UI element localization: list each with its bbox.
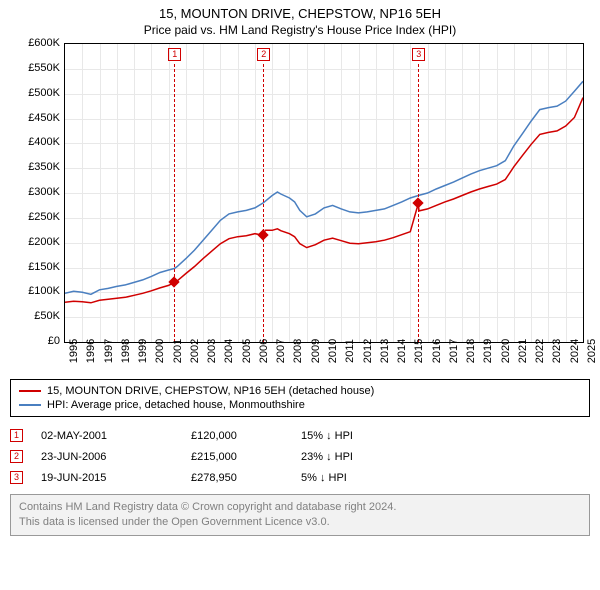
transactions-table: 1 02-MAY-2001£120,00015% ↓ HPI 2 23-JUN-200… — [10, 425, 590, 488]
legend-item: 15, MOUNTON DRIVE, CHEPSTOW, NP16 5EH (d… — [19, 384, 581, 398]
xtick-label: 1999 — [137, 339, 149, 363]
legend: 15, MOUNTON DRIVE, CHEPSTOW, NP16 5EH (d… — [10, 379, 590, 417]
xtick-label: 2012 — [362, 339, 374, 363]
footer-line-2: This data is licensed under the Open Gov… — [19, 515, 581, 530]
xtick-label: 2022 — [534, 339, 546, 363]
legend-swatch — [19, 404, 41, 406]
xtick-label: 2019 — [482, 339, 494, 363]
xtick-label: 2018 — [465, 339, 477, 363]
ytick-label: £500K — [16, 87, 60, 99]
xtick-label: 2001 — [172, 339, 184, 363]
page: 15, MOUNTON DRIVE, CHEPSTOW, NP16 5EH Pr… — [0, 0, 600, 590]
table-price: £120,000 — [191, 430, 301, 442]
xtick-label: 2013 — [379, 339, 391, 363]
table-pct: 15% ↓ HPI — [301, 430, 353, 442]
xtick-label: 2020 — [500, 339, 512, 363]
xtick-label: 2025 — [586, 339, 598, 363]
xtick-label: 2006 — [258, 339, 270, 363]
xtick-label: 1997 — [103, 339, 115, 363]
ytick-label: £250K — [16, 211, 60, 223]
xtick-label: 2004 — [223, 339, 235, 363]
table-marker: 2 — [10, 450, 23, 463]
table-row: 1 02-MAY-2001£120,00015% ↓ HPI — [10, 425, 590, 446]
xtick-label: 2015 — [413, 339, 425, 363]
ytick-label: £200K — [16, 236, 60, 248]
xtick-label: 2009 — [310, 339, 322, 363]
xtick-label: 2002 — [189, 339, 201, 363]
xtick-label: 2003 — [206, 339, 218, 363]
xtick-label: 2005 — [241, 339, 253, 363]
table-marker: 3 — [10, 471, 23, 484]
xtick-label: 1996 — [85, 339, 97, 363]
ytick-label: £600K — [16, 37, 60, 49]
ytick-label: £100K — [16, 285, 60, 297]
xtick-label: 2024 — [569, 339, 581, 363]
xtick-label: 2014 — [396, 339, 408, 363]
marker-box: 1 — [168, 48, 181, 61]
plot-area: 1 2 3 — [64, 43, 584, 343]
legend-item: HPI: Average price, detached house, Monm… — [19, 398, 581, 412]
ytick-label: £300K — [16, 186, 60, 198]
page-subtitle: Price paid vs. HM Land Registry's House … — [10, 23, 590, 37]
line-chart-svg — [65, 44, 583, 342]
ytick-label: £150K — [16, 261, 60, 273]
ytick-label: £450K — [16, 112, 60, 124]
marker-line — [263, 64, 264, 342]
xtick-label: 1998 — [120, 339, 132, 363]
xtick-label: 1995 — [68, 339, 80, 363]
xtick-label: 2007 — [275, 339, 287, 363]
xtick-label: 2016 — [431, 339, 443, 363]
ytick-label: £0 — [16, 335, 60, 347]
table-row: 2 23-JUN-2006£215,00023% ↓ HPI — [10, 446, 590, 467]
footer-note: Contains HM Land Registry data © Crown c… — [10, 494, 590, 536]
xtick-label: 2011 — [344, 339, 356, 363]
ytick-label: £350K — [16, 161, 60, 173]
table-date: 19-JUN-2015 — [41, 472, 191, 484]
xtick-label: 2021 — [517, 339, 529, 363]
table-pct: 5% ↓ HPI — [301, 472, 347, 484]
ytick-label: £50K — [16, 310, 60, 322]
series-line — [65, 81, 583, 294]
table-price: £278,950 — [191, 472, 301, 484]
xtick-label: 2000 — [154, 339, 166, 363]
xtick-label: 2017 — [448, 339, 460, 363]
xtick-label: 2010 — [327, 339, 339, 363]
ytick-label: £550K — [16, 62, 60, 74]
table-date: 23-JUN-2006 — [41, 451, 191, 463]
chart: 1 2 3 £0 £50K £100K £150K £200K £250K £300K £350K… — [16, 43, 584, 373]
xtick-label: 2023 — [551, 339, 563, 363]
marker-box: 2 — [257, 48, 270, 61]
ytick-label: £400K — [16, 136, 60, 148]
marker-line — [174, 64, 175, 342]
xtick-label: 2008 — [292, 339, 304, 363]
legend-label: 15, MOUNTON DRIVE, CHEPSTOW, NP16 5EH (d… — [47, 385, 374, 397]
table-date: 02-MAY-2001 — [41, 430, 191, 442]
marker-box: 3 — [412, 48, 425, 61]
page-title: 15, MOUNTON DRIVE, CHEPSTOW, NP16 5EH — [10, 6, 590, 21]
series-line — [65, 98, 583, 303]
table-marker: 1 — [10, 429, 23, 442]
legend-label: HPI: Average price, detached house, Monm… — [47, 399, 305, 411]
table-pct: 23% ↓ HPI — [301, 451, 353, 463]
table-row: 3 19-JUN-2015£278,9505% ↓ HPI — [10, 467, 590, 488]
table-price: £215,000 — [191, 451, 301, 463]
legend-swatch — [19, 390, 41, 392]
footer-line-1: Contains HM Land Registry data © Crown c… — [19, 500, 581, 515]
